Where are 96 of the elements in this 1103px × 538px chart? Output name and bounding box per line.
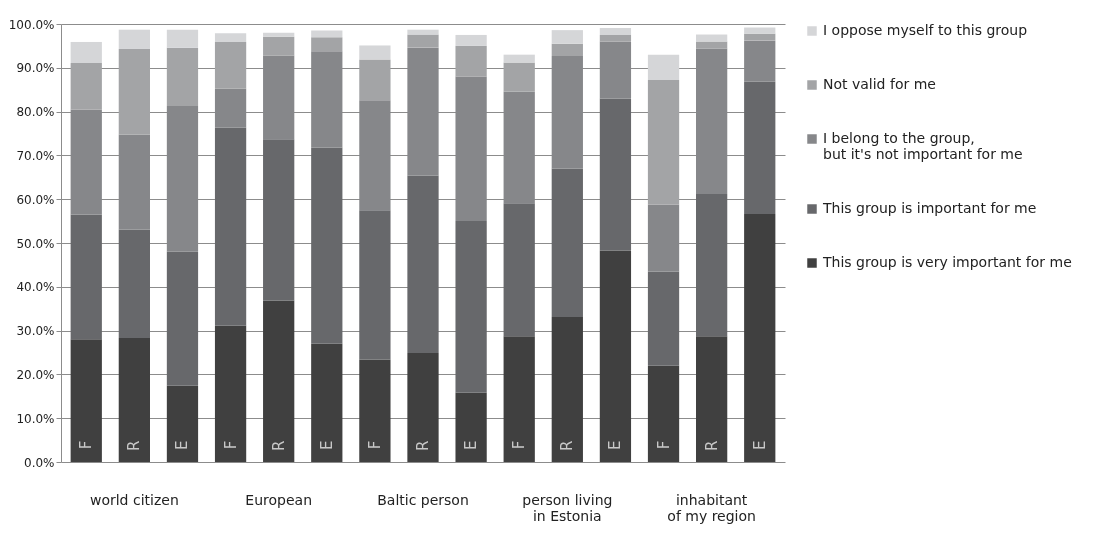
bar — [359, 359, 391, 462]
bar — [118, 229, 150, 339]
x-tick-label: R — [125, 440, 144, 451]
x-tick-label: F — [365, 440, 384, 450]
bar — [214, 325, 247, 462]
bar — [744, 33, 776, 41]
x-tick-label: E — [173, 440, 192, 450]
y-tick-label: 10.0% — [16, 411, 55, 426]
x-tick-label: R — [269, 440, 288, 451]
bar — [647, 80, 680, 205]
bar — [118, 29, 150, 49]
bar — [118, 48, 150, 135]
bar — [407, 29, 439, 35]
y-tick-label: 60.0% — [16, 192, 55, 207]
bar — [407, 352, 439, 462]
bar — [263, 36, 295, 56]
bar — [70, 41, 102, 63]
bar — [599, 98, 632, 251]
y-tick-label: 20.0% — [16, 367, 55, 382]
bar — [407, 175, 439, 353]
bar — [696, 336, 728, 462]
bar — [599, 27, 632, 35]
x-tick-label: F — [654, 440, 673, 450]
bar — [263, 300, 295, 462]
bar — [551, 43, 583, 56]
y-tick-label: 100.0% — [8, 17, 55, 32]
x-tick-label: F — [77, 440, 96, 450]
bar — [503, 203, 535, 337]
bar — [118, 338, 150, 462]
bar — [311, 30, 343, 38]
bar — [455, 34, 487, 46]
legend-label: This group is important for me — [822, 200, 1037, 216]
bar — [696, 193, 728, 337]
bar — [744, 81, 776, 215]
legend-label: I oppose myself to this group — [823, 22, 1028, 38]
bar — [551, 317, 583, 462]
bar — [214, 33, 247, 42]
bar — [744, 27, 776, 34]
bar — [647, 54, 680, 81]
bar — [70, 62, 102, 110]
text: European — [245, 492, 313, 508]
x-tick-label: R — [414, 440, 432, 451]
y-tick-label: 30.0% — [16, 324, 55, 339]
bar — [166, 385, 199, 462]
x-tick-label: R — [558, 440, 577, 451]
y-tick-label: 40.0% — [16, 280, 55, 295]
bar — [166, 47, 199, 106]
bar — [70, 339, 102, 462]
bar — [551, 168, 583, 318]
bar — [599, 34, 632, 42]
bar — [503, 62, 535, 92]
bar — [455, 392, 487, 462]
bar — [263, 32, 295, 37]
bar — [311, 343, 343, 462]
bar — [166, 29, 199, 48]
bar — [503, 336, 535, 462]
y-tick-label: 50.0% — [16, 236, 55, 251]
bar — [696, 41, 728, 49]
bar — [599, 250, 632, 462]
bar — [263, 139, 295, 301]
bar — [647, 271, 680, 366]
text: Baltic person — [377, 492, 469, 508]
bar — [744, 214, 776, 462]
x-tick-label: E — [317, 440, 336, 450]
x-tick-label: E — [750, 440, 769, 450]
text: world citizen — [89, 492, 179, 508]
x-tick-label: R — [702, 440, 721, 451]
legend-label: Not valid for me — [823, 76, 936, 92]
x-tick-label: E — [462, 440, 481, 450]
bar — [455, 221, 487, 393]
y-tick-label: 0.0% — [24, 455, 55, 470]
bar — [166, 251, 199, 386]
legend-label: I belong to the group, but it's not important for me — [823, 130, 1023, 162]
x-tick-label: F — [221, 440, 240, 450]
x-tick-label: E — [606, 440, 625, 450]
bar — [455, 45, 487, 77]
x-tick-label: F — [510, 440, 529, 450]
bar — [359, 45, 391, 60]
text: person living in Estonia — [522, 492, 613, 524]
y-tick-label: 70.0% — [16, 148, 55, 163]
bar — [70, 214, 102, 340]
bar — [359, 210, 391, 360]
text: inhabitant of my region — [667, 492, 756, 524]
bar — [311, 37, 343, 52]
bar — [551, 30, 583, 44]
bar — [647, 365, 680, 462]
y-tick-label: 90.0% — [16, 61, 55, 76]
bar — [696, 34, 728, 42]
legend-label: This group is very important for me — [822, 254, 1072, 270]
bar — [407, 34, 439, 48]
bar — [214, 127, 247, 326]
y-tick-label: 80.0% — [16, 105, 55, 120]
bar — [311, 147, 343, 344]
bar — [503, 54, 535, 63]
bar — [214, 41, 247, 89]
bar — [359, 59, 391, 101]
